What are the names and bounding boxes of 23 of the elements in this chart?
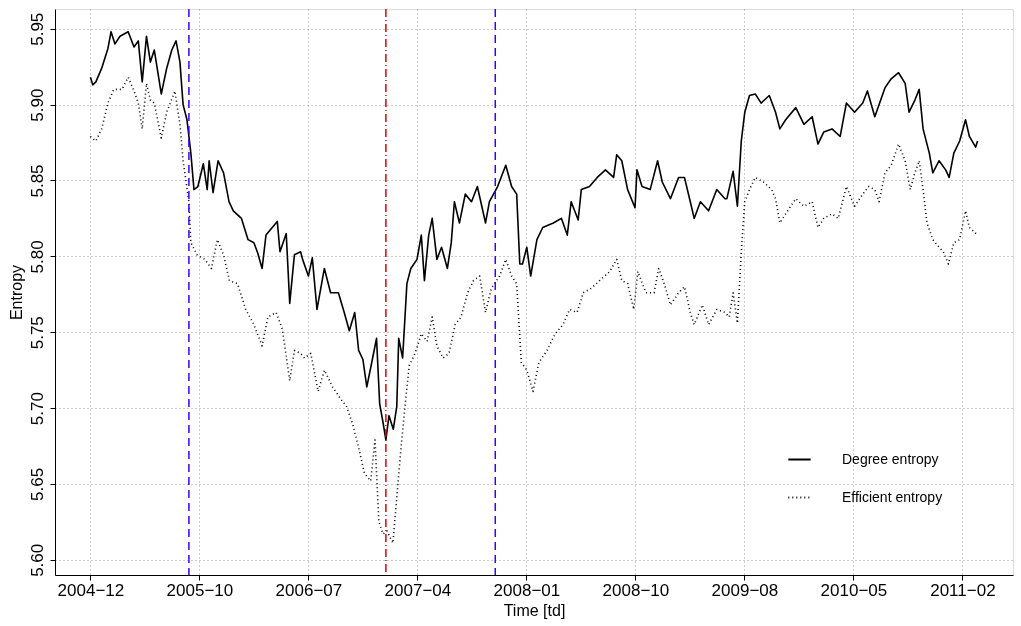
y-tick-label: 5.95	[27, 12, 47, 46]
y-axis-title: Entropy	[7, 264, 25, 321]
y-tick-label: 5.65	[27, 467, 47, 501]
x-tick-label: 2006−07	[275, 580, 343, 600]
y-tick-label: 5.60	[27, 543, 47, 577]
y-tick-label: 5.80	[27, 240, 47, 274]
x-tick-label: 2011−02	[930, 580, 996, 600]
y-tick-label: 5.85	[27, 164, 47, 198]
x-axis-title: Time [td]	[503, 601, 566, 619]
legend-label: Efficient entropy	[842, 488, 943, 505]
y-tick-label: 5.90	[27, 88, 47, 122]
y-tick-label: 5.70	[27, 392, 47, 426]
x-tick-label: 2008−01	[493, 580, 561, 600]
y-tick-label: 5.75	[27, 316, 47, 350]
x-tick-label: 2004−12	[57, 580, 125, 600]
x-tick-label: 2008−10	[602, 580, 670, 600]
x-tick-label: 2009−08	[711, 580, 779, 600]
line-series	[89, 76, 979, 544]
legend-label: Degree entropy	[842, 450, 939, 467]
x-tick-label: 2007−04	[384, 580, 452, 600]
x-tick-label: 2010−05	[820, 580, 888, 600]
x-tick-label: 2005−10	[166, 580, 234, 600]
line-series	[89, 30, 979, 441]
